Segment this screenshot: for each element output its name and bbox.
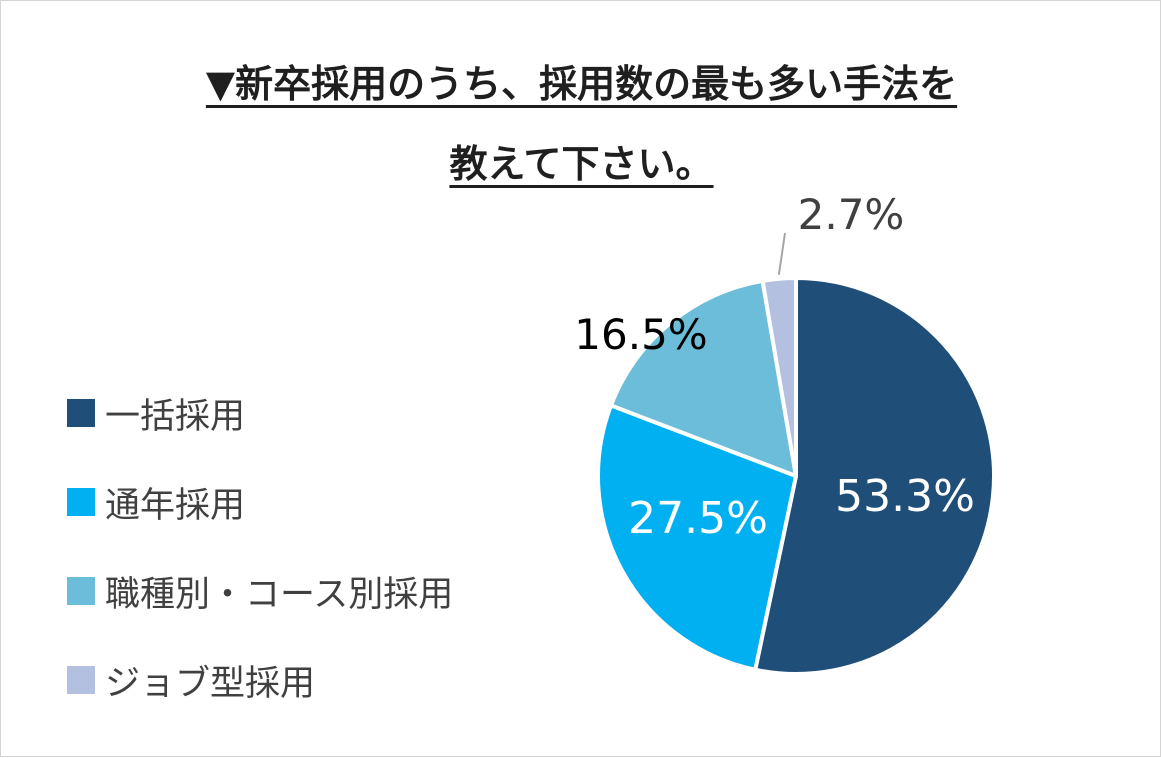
- legend-label-shokushu: 職種別・コース別採用: [105, 574, 454, 615]
- legend-label-job: ジョブ型採用: [105, 663, 316, 704]
- legend-swatch-tsunen: [67, 488, 95, 516]
- data-label-job: 2.7%: [798, 190, 905, 239]
- leader-line-job: [777, 232, 786, 275]
- legend-item-job: ジョブ型採用: [67, 653, 453, 707]
- legend-item-ikkatsu: 一括採用: [67, 386, 453, 440]
- data-label-ikkatsu: 53.3%: [835, 471, 975, 522]
- chart-title-text-2: 教えて下さい。: [449, 142, 714, 186]
- pie-slice-tsunen: [596, 403, 798, 672]
- chart-title-line-2: 教えて下さい。: [1, 133, 1161, 188]
- chart-title-line-1: ▼新卒採用のうち、採用数の最も多い手法を: [1, 53, 1161, 108]
- chart-title-text-1: ▼新卒採用のうち、採用数の最も多い手法を: [205, 62, 958, 106]
- legend-item-tsunen: 通年採用: [67, 475, 453, 529]
- legend-label-tsunen: 通年採用: [105, 485, 246, 526]
- pie-slice-ikkatsu: [753, 276, 996, 676]
- legend-label-ikkatsu: 一括採用: [105, 396, 246, 437]
- data-label-tsunen: 27.5%: [628, 493, 768, 544]
- legend: 一括採用 通年採用 職種別・コース別採用 ジョブ型採用: [67, 386, 453, 742]
- legend-swatch-job: [67, 666, 95, 694]
- pie-slice-shokushu: [609, 278, 798, 478]
- legend-item-shokushu: 職種別・コース別採用: [67, 564, 453, 618]
- pie-slice-job: [760, 276, 798, 478]
- data-label-shokushu: 16.5%: [574, 310, 707, 359]
- legend-swatch-shokushu: [67, 577, 95, 605]
- legend-swatch-ikkatsu: [67, 399, 95, 427]
